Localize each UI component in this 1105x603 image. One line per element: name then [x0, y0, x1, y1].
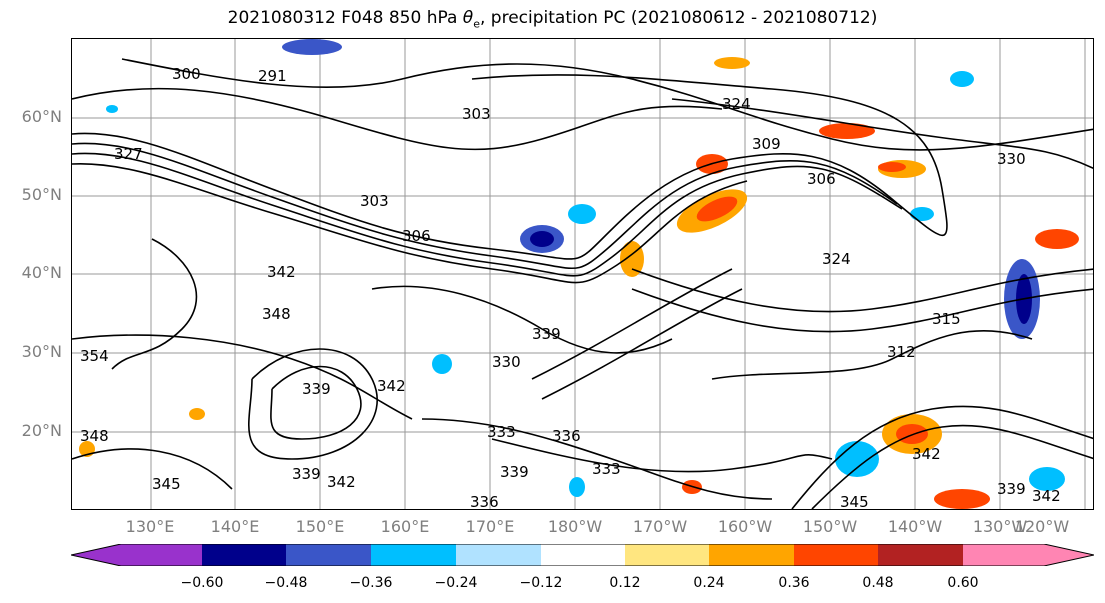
contour-label: 345 — [840, 493, 869, 510]
title-symbol: θ — [462, 8, 474, 28]
contour-label: 345 — [152, 475, 181, 493]
lon-label: 150°E — [295, 517, 345, 536]
title-subscript: e — [473, 17, 480, 31]
contour-label: 324 — [722, 95, 751, 113]
lon-label: 180°W — [547, 517, 603, 536]
colorbar-tick-label: −0.12 — [519, 575, 563, 591]
colorbar-tick-label: −0.60 — [180, 575, 224, 591]
colorbar-segment — [1044, 544, 1094, 566]
lon-label: 170°E — [465, 517, 515, 536]
colorbar-segment — [625, 544, 709, 566]
map-canvas: 291 300 303 324 309 306 330 327 303 306 … — [72, 39, 1093, 510]
colorbar-segment — [541, 544, 625, 566]
lon-label: 160°W — [717, 517, 773, 536]
contour-label: 342 — [267, 263, 296, 281]
lat-label: 50°N — [21, 185, 62, 204]
colorbar-segment — [286, 544, 371, 566]
colorbar-segment — [878, 544, 963, 566]
colorbar-tick-label: 0.12 — [609, 575, 641, 591]
lon-label: 130°E — [125, 517, 175, 536]
contour-label: 342 — [327, 473, 356, 491]
lat-label: 20°N — [21, 421, 62, 440]
lon-label: 140°W — [887, 517, 943, 536]
contour-label: 300 — [172, 65, 201, 83]
graticule — [72, 39, 1093, 509]
contour-label: 336 — [470, 493, 499, 510]
contour-label: 315 — [932, 310, 961, 328]
precip-shading — [79, 39, 1079, 509]
lon-label: 150°W — [802, 517, 858, 536]
lon-label: 160°E — [380, 517, 430, 536]
colorbar-tick-label: −0.24 — [434, 575, 478, 591]
lon-label: 120°W — [1014, 517, 1070, 536]
contour-label: 309 — [752, 135, 781, 153]
colorbar — [71, 544, 1094, 566]
title-suffix: , precipitation PC (2021080612 - 2021080… — [479, 8, 878, 28]
lat-label: 30°N — [21, 342, 62, 361]
contour-label: 306 — [807, 170, 836, 188]
contour-label: 342 — [1032, 487, 1061, 505]
contour-label: 324 — [822, 250, 851, 268]
contour-label: 306 — [402, 227, 431, 245]
contour-label: 330 — [492, 353, 521, 371]
lat-label: 40°N — [21, 263, 62, 282]
colorbar-tick-label: 0.24 — [693, 575, 725, 591]
colorbar-segment — [794, 544, 878, 566]
thetae-contours — [72, 58, 1093, 509]
contour-label: 339 — [997, 480, 1026, 498]
contour-label: 348 — [262, 305, 291, 323]
colorbar-segment — [456, 544, 541, 566]
colorbar-segment — [963, 544, 1044, 566]
title-prefix: 2021080312 F048 850 hPa — [227, 8, 463, 28]
contour-label: 291 — [258, 67, 287, 85]
contour-label: 330 — [997, 150, 1026, 168]
colorbar-segment — [202, 544, 286, 566]
contour-label: 303 — [360, 192, 389, 210]
contour-label: 333 — [592, 460, 621, 478]
contour-label: 348 — [80, 427, 109, 445]
colorbar-segment — [709, 544, 794, 566]
contour-label: 339 — [532, 325, 561, 343]
lon-label: 140°E — [210, 517, 260, 536]
colorbar-tick-label: 0.36 — [778, 575, 810, 591]
colorbar-tick-label: −0.48 — [264, 575, 308, 591]
contour-label: 339 — [302, 380, 331, 398]
colorbar-segment — [371, 544, 456, 566]
contour-label: 333 — [487, 423, 516, 441]
lon-label: 130°W — [972, 517, 1028, 536]
contour-labels: 291 300 303 324 309 306 330 327 303 306 … — [80, 65, 1061, 510]
colorbar-segment — [71, 544, 121, 566]
contour-label: 339 — [500, 463, 529, 481]
contour-label: 327 — [114, 145, 143, 163]
colorbar-segment — [121, 544, 202, 566]
contour-label: 312 — [887, 343, 916, 361]
colorbar-tick-label: −0.36 — [349, 575, 393, 591]
colorbar-tick-label: 0.60 — [947, 575, 979, 591]
lat-label: 60°N — [21, 107, 62, 126]
lon-label: 170°W — [632, 517, 688, 536]
contour-label: 354 — [80, 347, 109, 365]
contour-label: 336 — [552, 427, 581, 445]
colorbar-tick-label: 0.48 — [862, 575, 894, 591]
map-panel: 291 300 303 324 309 306 330 327 303 306 … — [71, 38, 1094, 510]
contour-label: 342 — [377, 377, 406, 395]
contour-label: 342 — [912, 445, 941, 463]
colorbar-segments — [71, 544, 1094, 566]
contour-label: 303 — [462, 105, 491, 123]
chart-title: 2021080312 F048 850 hPa θe, precipitatio… — [0, 8, 1105, 30]
contour-label: 339 — [292, 465, 321, 483]
